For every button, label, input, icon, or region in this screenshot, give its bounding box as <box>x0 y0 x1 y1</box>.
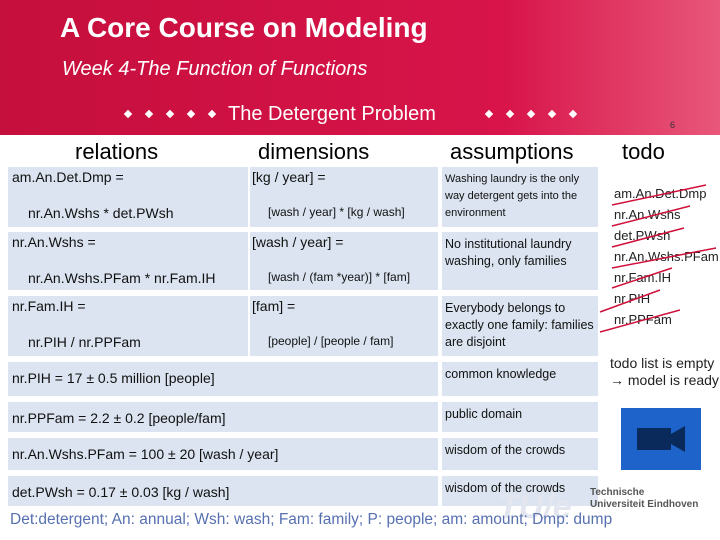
cell <box>8 476 438 506</box>
slide-title: A Core Course on Modeling <box>60 12 428 43</box>
cell <box>442 167 598 227</box>
relation-line: am.An.Det.Dmp = <box>12 169 124 185</box>
cell <box>250 232 438 290</box>
strike <box>611 205 691 227</box>
strike <box>611 184 707 206</box>
assumption: common knowledge <box>445 367 557 381</box>
relation-line: nr.PIH / nr.PPFam <box>28 334 141 350</box>
relation: det.PWsh = 0.17 ± 0.03 [kg / wash] <box>12 484 230 500</box>
cell <box>8 362 438 396</box>
assumption: No institutional laundry washing, only f… <box>445 237 572 268</box>
strike <box>599 289 661 313</box>
cell <box>250 296 438 356</box>
cell <box>8 296 248 356</box>
cell <box>8 232 248 290</box>
cell <box>250 167 438 227</box>
camera <box>637 426 685 452</box>
slide-subtitle: Week 4-The Function of Functions <box>62 58 368 80</box>
todo-item: nr.An.Wshs <box>614 207 681 222</box>
cell <box>442 402 598 432</box>
assumption: Everybody belongs to exactly one family:… <box>445 301 594 349</box>
todo-item: nr.PIH <box>614 291 651 306</box>
relation: nr.PPFam = 2.2 ± 0.2 [people/fam] <box>12 410 226 426</box>
dimension-line: [fam] = <box>252 298 296 314</box>
slide-number: 6 <box>670 120 676 130</box>
relation: nr.PIH = 17 ± 0.5 million [people] <box>12 370 215 386</box>
cell <box>442 362 598 396</box>
todo-note: todo list is empty → model is ready <box>610 355 719 388</box>
footer-legend: Det:detergent; An: annual; Wsh: wash; Fa… <box>10 511 613 528</box>
logo-watermark: TU/e <box>498 488 572 526</box>
strike <box>611 267 673 289</box>
column-header: relations <box>75 139 159 164</box>
relation: nr.An.Wshs.PFam = 100 ± 20 [wash / year] <box>12 446 279 462</box>
dimension-line: [wash / year] = <box>252 234 344 250</box>
cell <box>442 296 598 356</box>
assumption: wisdom of the crowds <box>445 443 566 457</box>
camera-lens <box>671 426 685 452</box>
cell <box>8 438 438 470</box>
video-icon[interactable] <box>621 408 701 470</box>
column-header: assumptions <box>450 139 574 164</box>
dimension-line: [wash / year] * [kg / wash] <box>268 205 405 219</box>
cell <box>442 232 598 290</box>
relation-line: nr.Fam.IH = <box>12 298 86 314</box>
cell <box>442 438 598 470</box>
assumption: Washing laundry is the only way detergen… <box>445 173 580 219</box>
assumption: public domain <box>445 407 523 421</box>
todo-item: det.PWsh <box>614 228 671 243</box>
assumption: wisdom of the crowds <box>445 481 566 495</box>
cell <box>8 402 438 432</box>
column-header: dimensions <box>258 139 370 164</box>
column-header: todo <box>622 139 665 164</box>
dimension-line: [kg / year] = <box>252 169 326 185</box>
cell <box>442 476 598 506</box>
cell <box>8 167 248 227</box>
strike <box>599 309 681 333</box>
strike <box>611 247 717 269</box>
dimension-line: [wash / (fam *year)] * [fam] <box>268 270 411 284</box>
relation-line: nr.An.Wshs = <box>12 234 96 250</box>
dimension-line: [people] / [people / fam] <box>268 334 394 348</box>
strike <box>611 227 685 248</box>
camera-body <box>637 428 671 450</box>
section-heading: The Detergent Problem <box>228 103 436 125</box>
header-band <box>0 0 720 135</box>
logo-text: Technische Universiteit Eindhoven <box>590 487 699 510</box>
relation-line: nr.An.Wshs.PFam * nr.Fam.IH <box>28 270 216 286</box>
relation-line: nr.An.Wshs * det.PWsh <box>28 205 174 221</box>
